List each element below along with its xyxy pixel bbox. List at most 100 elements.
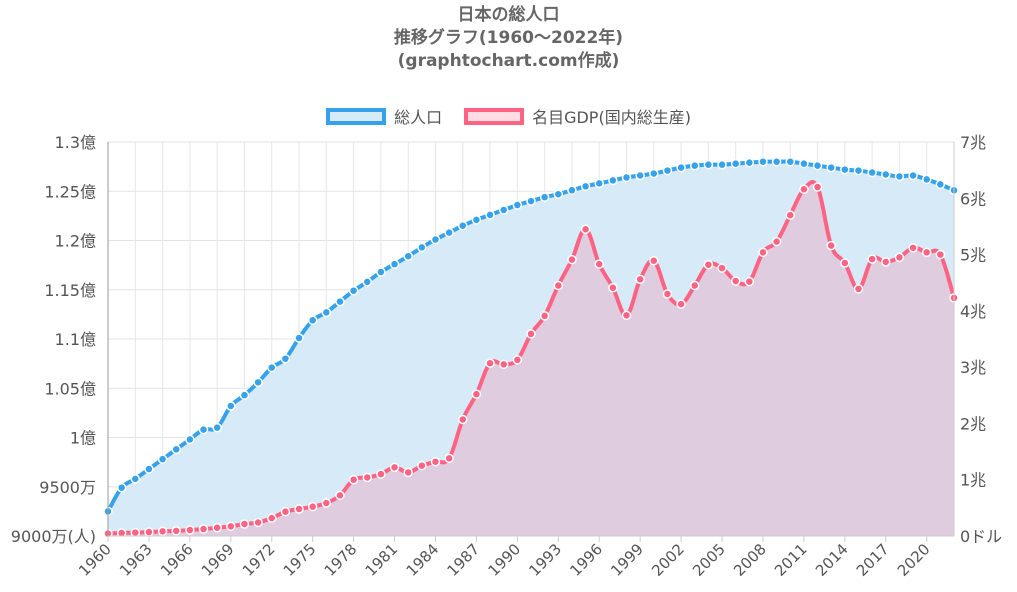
data-point-gdp (567, 254, 577, 265)
data-point-population (417, 242, 427, 253)
legend-label-population: 総人口 (394, 108, 443, 127)
y-left-tick-label: 1.15億 (44, 281, 96, 300)
data-point-gdp (594, 259, 604, 269)
y-right-tick-label: 5兆 (960, 246, 986, 265)
data-point-gdp (744, 276, 755, 287)
data-point-gdp (239, 519, 250, 529)
data-point-gdp (458, 414, 468, 425)
series-areas (108, 161, 954, 536)
data-point-population (389, 259, 400, 269)
data-point-gdp (608, 283, 618, 293)
x-tick-label: 1987 (444, 540, 484, 580)
data-point-gdp (758, 247, 768, 258)
data-point-gdp (157, 526, 168, 537)
data-point-population (676, 162, 686, 173)
x-tick-label: 1984 (403, 540, 443, 580)
series-area-population (108, 161, 954, 536)
data-point-population (171, 444, 181, 455)
legend-swatch-gdp (464, 107, 525, 125)
data-point-population (921, 174, 932, 185)
legend-item-population[interactable]: 総人口 (326, 104, 442, 128)
data-point-gdp (335, 490, 345, 501)
data-point-population (580, 181, 591, 192)
data-point-population (294, 333, 304, 343)
data-point-population (239, 390, 250, 400)
data-point-population (758, 156, 768, 167)
data-point-gdp (321, 498, 332, 508)
data-point-population (771, 156, 782, 167)
x-tick-label: 1996 (566, 540, 606, 580)
x-tick-label: 2005 (689, 540, 729, 580)
data-point-gdp (921, 247, 932, 258)
legend-item-gdp[interactable]: 名目GDP(国内総生産) (464, 104, 691, 128)
data-point-population (376, 267, 386, 277)
data-point-population (321, 307, 332, 318)
data-point-population (621, 172, 632, 183)
y-right-tick-label: 2兆 (960, 414, 986, 433)
data-point-gdp (253, 517, 263, 528)
x-tick-label: 1972 (239, 540, 279, 580)
data-point-population (826, 162, 836, 173)
y-left-tick-label: 9000万(人) (11, 527, 96, 546)
data-point-population (307, 315, 318, 326)
x-tick-label: 1963 (116, 540, 156, 580)
y-right-tick-label: 4兆 (960, 302, 986, 321)
data-point-gdp (799, 184, 809, 195)
chart-legend: 総人口 名目GDP(国内総生産) (0, 104, 1017, 128)
data-point-gdp (935, 249, 946, 260)
data-point-gdp (403, 467, 413, 478)
data-point-population (935, 179, 946, 190)
data-point-gdp (853, 284, 864, 294)
data-point-gdp (171, 526, 181, 536)
legend-label-gdp: 名目GDP(国内総生産) (532, 108, 691, 127)
data-point-population (799, 158, 809, 169)
data-point-gdp (539, 311, 550, 321)
data-point-gdp (444, 453, 454, 464)
data-point-gdp (826, 240, 836, 251)
data-point-gdp (662, 289, 673, 299)
data-point-population (212, 422, 222, 433)
data-point-gdp (498, 359, 509, 370)
data-point-gdp (280, 506, 291, 517)
data-point-gdp (689, 280, 700, 291)
chart-title-line-1: 日本の総人口 (457, 5, 560, 25)
data-point-gdp (212, 522, 222, 533)
data-point-gdp (130, 527, 141, 538)
data-point-population (144, 464, 154, 474)
x-tick-label: 2020 (894, 540, 934, 580)
data-point-population (717, 159, 727, 170)
data-point-gdp (908, 243, 918, 253)
y-left-tick-label: 1.1億 (55, 330, 96, 349)
data-point-gdp (553, 280, 564, 291)
data-point-population (430, 234, 441, 245)
series-points (103, 156, 959, 539)
y-right-tick-label: 1兆 (960, 471, 986, 490)
data-point-population (608, 175, 618, 186)
data-point-gdp (676, 299, 686, 309)
data-point-gdp (894, 252, 905, 263)
data-point-gdp (840, 258, 850, 268)
data-point-gdp (226, 521, 236, 532)
x-tick-label: 1960 (75, 540, 115, 580)
data-point-population (403, 251, 413, 262)
x-tick-label: 2014 (812, 540, 852, 580)
data-point-population (812, 160, 823, 171)
x-tick-label: 1975 (280, 540, 320, 580)
data-point-gdp (389, 462, 400, 473)
data-point-gdp (717, 263, 727, 273)
data-point-gdp (362, 472, 373, 483)
x-tick-label: 2008 (730, 540, 770, 580)
data-point-population (662, 165, 673, 176)
y-left-tick-label: 1.05億 (44, 379, 96, 398)
data-point-population (703, 159, 714, 170)
data-point-population (744, 157, 755, 168)
data-point-gdp (867, 254, 877, 264)
data-point-population (116, 482, 127, 493)
axes (107, 142, 955, 542)
data-point-population (908, 170, 918, 181)
data-point-gdp (881, 257, 891, 267)
y-right-tick-label: 3兆 (960, 358, 986, 377)
data-point-population (130, 474, 141, 484)
data-point-population (649, 168, 659, 179)
